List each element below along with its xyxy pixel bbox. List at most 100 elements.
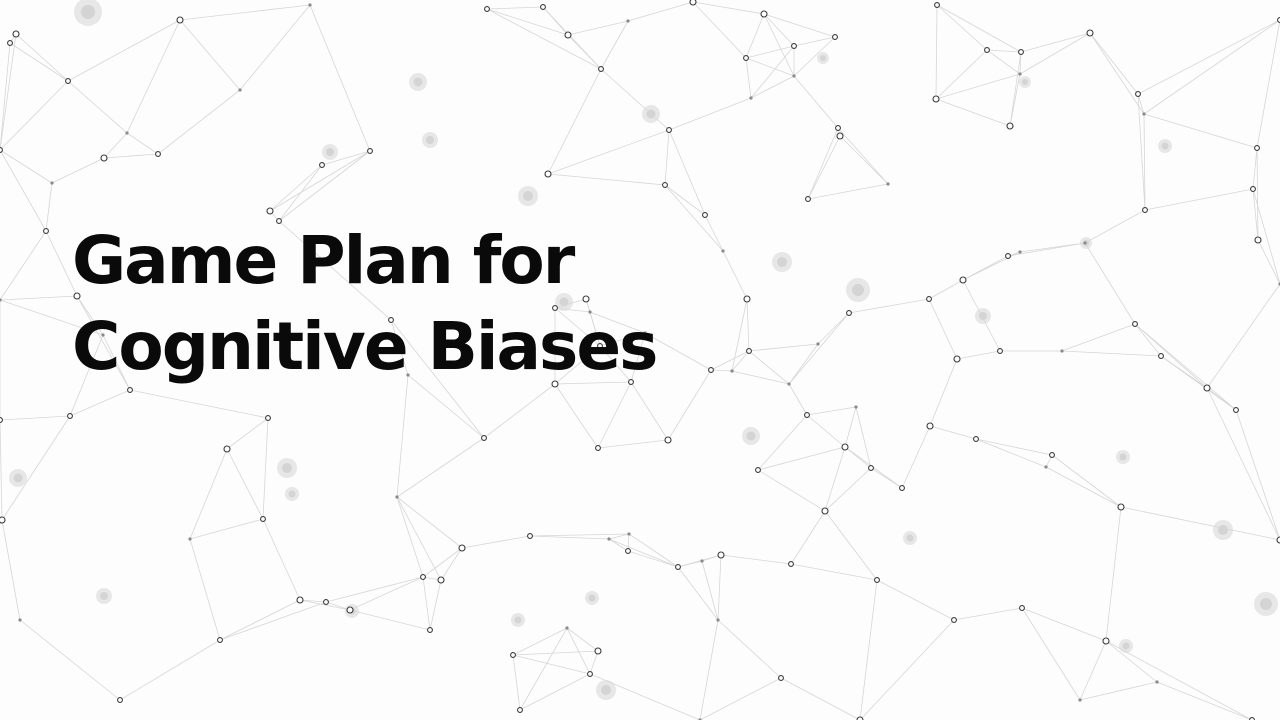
network-line — [440, 547, 463, 581]
network-line — [935, 73, 1021, 100]
network-line — [699, 677, 782, 720]
network-node — [1018, 72, 1022, 76]
blurred-node-core — [1260, 598, 1272, 610]
network-line — [422, 547, 463, 578]
network-node — [565, 626, 569, 630]
network-line — [396, 374, 409, 498]
network-line — [806, 406, 857, 416]
network-line — [321, 150, 371, 166]
network-line — [788, 383, 808, 416]
blurred-node-core — [559, 297, 569, 307]
blurred-node-core — [326, 148, 334, 156]
network-line — [325, 576, 424, 603]
blurred-node — [74, 0, 102, 26]
network-line — [554, 383, 599, 449]
blurred-node — [585, 591, 599, 605]
blurred-node — [903, 531, 917, 545]
network-node — [821, 507, 829, 515]
network-line — [512, 654, 591, 675]
network-node — [1117, 503, 1125, 511]
network-node — [1135, 91, 1141, 97]
network-line — [664, 184, 724, 252]
network-line — [1061, 323, 1136, 352]
network-node — [721, 249, 725, 253]
network-line — [817, 312, 850, 345]
network-node — [217, 637, 223, 643]
network-node — [973, 436, 979, 442]
network-line — [547, 173, 666, 186]
network-node — [308, 3, 312, 7]
network-line — [1084, 242, 1136, 325]
network-line — [262, 518, 301, 601]
network-line — [529, 535, 610, 540]
network-line — [1252, 147, 1258, 190]
network-line — [717, 554, 722, 621]
network-line — [748, 343, 819, 352]
network-node — [1060, 349, 1064, 353]
blurred-node — [422, 132, 438, 148]
network-line — [807, 135, 841, 200]
network-node — [594, 647, 602, 655]
network-node — [481, 435, 487, 441]
network-node — [551, 380, 559, 388]
blurred-node-core — [906, 534, 914, 542]
network-line — [1021, 607, 1081, 701]
network-node — [7, 40, 13, 46]
network-node — [527, 533, 533, 539]
network-line — [763, 13, 795, 47]
network-node — [100, 154, 108, 162]
network-line — [566, 627, 599, 652]
network-line — [189, 448, 228, 540]
network-node — [587, 671, 593, 677]
network-line — [554, 298, 587, 309]
network-node — [406, 373, 410, 377]
network-line — [262, 417, 269, 520]
title-line-1: Game Plan for — [72, 222, 575, 299]
network-line — [720, 554, 792, 565]
network-line — [51, 157, 105, 184]
network-node — [926, 296, 932, 302]
blurred-node-core — [820, 55, 826, 61]
network-node — [65, 78, 71, 84]
network-line — [699, 619, 719, 720]
network-line — [788, 343, 819, 385]
network-node — [18, 618, 22, 622]
network-node — [899, 485, 905, 491]
network-node — [1018, 250, 1022, 254]
network-node — [1158, 353, 1164, 359]
network-node — [276, 218, 282, 224]
network-line — [1235, 409, 1280, 541]
network-line — [1021, 607, 1107, 642]
network-node — [689, 0, 697, 6]
network-line — [929, 425, 977, 440]
network-line — [839, 135, 889, 185]
network-node — [595, 445, 601, 451]
network-line — [1143, 19, 1280, 115]
network-line — [103, 153, 159, 159]
network-line — [757, 469, 826, 512]
network-line — [936, 4, 1022, 53]
network-line — [837, 127, 889, 185]
network-line — [278, 220, 392, 321]
blurred-node — [9, 469, 27, 487]
network-line — [1206, 283, 1280, 389]
title-line-2: Cognitive Biases — [72, 308, 658, 385]
network-line — [309, 4, 371, 152]
network-line — [1137, 93, 1146, 211]
network-line — [745, 45, 795, 59]
blurred-node-core — [746, 431, 756, 441]
blurred-node-core — [1122, 642, 1130, 650]
network-node — [664, 436, 672, 444]
network-line — [0, 230, 47, 301]
network-line — [929, 358, 958, 427]
network-line — [597, 381, 632, 449]
network-line — [788, 312, 850, 385]
network-node — [997, 348, 1003, 354]
blurred-node-core — [100, 592, 108, 600]
network-line — [0, 419, 3, 521]
network-node — [743, 55, 749, 61]
network-node — [1086, 29, 1094, 37]
network-line — [0, 149, 53, 184]
network-line — [0, 295, 78, 301]
